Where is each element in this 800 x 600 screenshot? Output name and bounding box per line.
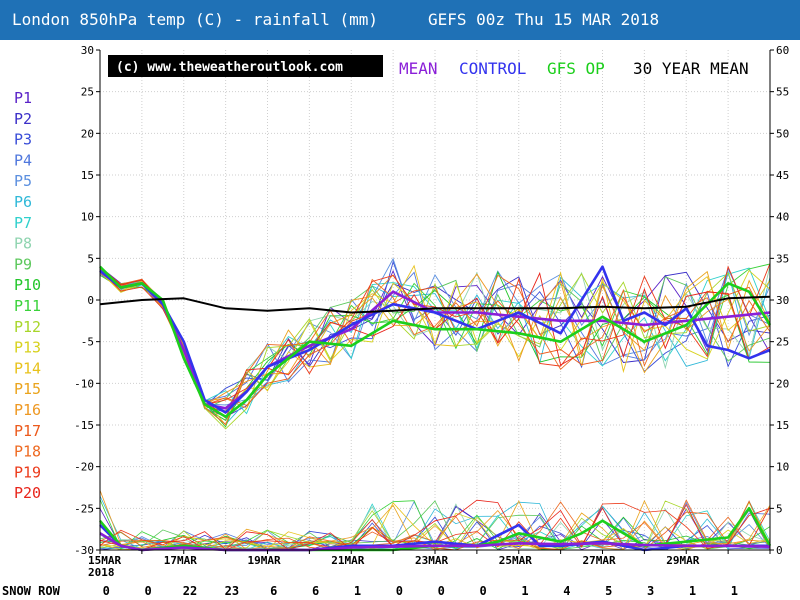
y-tick-label-right: 10	[776, 461, 789, 474]
x-tick-label: 17MAR	[164, 554, 197, 567]
y-tick-label-right: 20	[776, 377, 789, 390]
member-line-p11	[99, 263, 771, 428]
y-tick-label-left: -25	[74, 502, 94, 515]
legend: MEAN CONTROL GFS OP 30 YEAR MEAN	[399, 59, 749, 78]
y-tick-label-left: 25	[81, 86, 94, 99]
member-label-p13: P13	[14, 339, 41, 357]
y-tick-label-left: 0	[87, 294, 94, 307]
member-label-p11: P11	[14, 297, 41, 315]
credit-text: (c) www.theweatheroutlook.com	[116, 60, 343, 75]
x-tick-label: 15MAR	[88, 554, 121, 567]
member-rain-p15	[99, 500, 771, 551]
y-tick-label-left: -20	[74, 461, 94, 474]
y-tick-label-right: 50	[776, 127, 789, 140]
member-label-p2: P2	[14, 110, 32, 128]
y-tick-label-left: 20	[81, 127, 94, 140]
title-bar: London 850hPa temp (C) - rainfall (mm) G…	[0, 0, 800, 40]
snow-row-value: 5	[605, 584, 612, 598]
member-label-p14: P14	[14, 359, 41, 377]
y-tick-label-right: 5	[776, 502, 783, 515]
member-label-p9: P9	[14, 255, 32, 273]
member-label-p12: P12	[14, 318, 41, 336]
y-tick-label-right: 55	[776, 86, 789, 99]
snow-row-value: 22	[183, 584, 197, 598]
member-label-p10: P10	[14, 276, 41, 294]
y-tick-label-right: 0	[776, 544, 783, 557]
member-label-p4: P4	[14, 151, 32, 169]
x-tick-label: 23MAR	[415, 554, 448, 567]
snow-row-value: 1	[521, 584, 528, 598]
member-label-p7: P7	[14, 214, 32, 232]
member-label-p16: P16	[14, 401, 41, 419]
y-tick-label-right: 60	[776, 44, 789, 57]
member-label-p3: P3	[14, 131, 32, 149]
snow-row-value: 0	[480, 584, 487, 598]
snow-row-value: 1	[689, 584, 696, 598]
series-gfs-op	[99, 265, 772, 419]
y-tick-label-right: 40	[776, 211, 789, 224]
y-tick-label-left: -10	[74, 377, 94, 390]
member-label-p19: P19	[14, 463, 41, 481]
y-tick-label-left: 5	[87, 252, 94, 265]
y-tick-label-left: -30	[74, 544, 94, 557]
y-tick-label-left: -15	[74, 419, 94, 432]
x-tick-label: 19MAR	[248, 554, 281, 567]
snow-row-value: 0	[103, 584, 110, 598]
y-tick-label-right: 15	[776, 419, 789, 432]
member-rain-p10	[99, 516, 771, 551]
snow-row-value: 6	[270, 584, 277, 598]
snow-row-value: 0	[145, 584, 152, 598]
snow-row-value: 1	[354, 584, 361, 598]
series-control	[99, 265, 771, 414]
member-label-p17: P17	[14, 422, 41, 440]
credit-banner	[108, 55, 383, 77]
snow-row-value: 0	[396, 584, 403, 598]
chart-title: London 850hPa temp (C) - rainfall (mm)	[12, 10, 379, 29]
snow-row-value: 6	[312, 584, 319, 598]
series-mean-rainfall	[99, 532, 771, 552]
member-label-p5: P5	[14, 172, 32, 190]
member-label-p15: P15	[14, 380, 41, 398]
member-rain-p8	[99, 503, 771, 551]
model-run: GEFS 00z Thu 15 MAR 2018	[428, 10, 660, 29]
y-tick-label-right: 25	[776, 336, 789, 349]
y-tick-label-left: -5	[81, 336, 94, 349]
series-30-year-mean	[99, 295, 771, 314]
y-tick-label-left: 10	[81, 211, 94, 224]
legend-gfs-op: GFS OP	[547, 59, 605, 78]
snow-row-label: SNOW ROW	[2, 584, 61, 598]
member-label-p20: P20	[14, 484, 41, 502]
snow-row-value: 0	[438, 584, 445, 598]
y-tick-label-right: 30	[776, 294, 789, 307]
y-tick-label-left: 30	[81, 44, 94, 57]
axes: 302520151050-5-10-15-20-25-3060555045403…	[74, 44, 789, 579]
grid	[100, 50, 770, 550]
member-label-p6: P6	[14, 193, 32, 211]
y-tick-label-right: 35	[776, 252, 789, 265]
x-tick-label: 27MAR	[583, 554, 616, 567]
member-label-p18: P18	[14, 443, 41, 461]
snow-row-value: 4	[563, 584, 570, 598]
member-line-p18	[99, 266, 771, 426]
x-year-label: 2018	[88, 566, 115, 579]
legend-30-year-mean: 30 YEAR MEAN	[633, 59, 749, 78]
y-tick-label-left: 15	[81, 169, 94, 182]
x-tick-label: 25MAR	[499, 554, 532, 567]
member-label-p1: P1	[14, 89, 32, 107]
legend-control: CONTROL	[459, 59, 526, 78]
member-labels: P1 P2 P3 P4 P5 P6 P7 P8 P9 P10 P11 P12 P13 P14 P15 P16 P…	[14, 89, 41, 502]
snow-row-value: 1	[731, 584, 738, 598]
snow-row: SNOW ROW 0 0 22 23 6 6 1 0 0 0 1 4 5 3 1 1	[2, 584, 738, 598]
snow-row-value: 23	[225, 584, 239, 598]
x-tick-label: 21MAR	[331, 554, 364, 567]
member-line-p7	[99, 267, 771, 415]
member-label-p8: P8	[14, 235, 32, 253]
legend-mean: MEAN	[399, 59, 438, 78]
snow-row-value: 3	[647, 584, 654, 598]
y-tick-label-right: 45	[776, 169, 789, 182]
series-lines	[99, 265, 772, 552]
x-tick-label: 29MAR	[666, 554, 699, 567]
